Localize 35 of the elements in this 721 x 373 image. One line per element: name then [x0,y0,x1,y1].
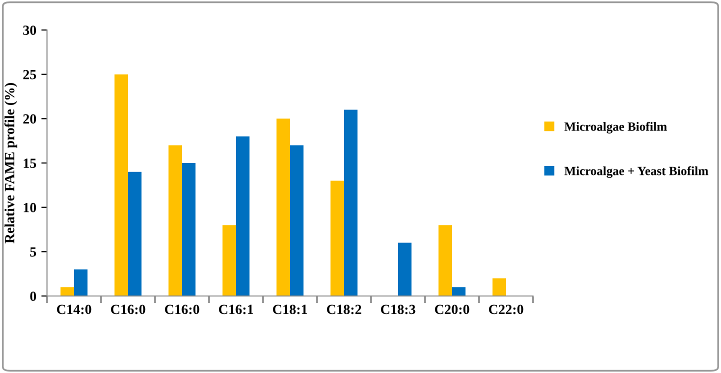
bar [128,172,142,296]
bar [168,145,182,296]
x-tick-label: C22:0 [488,304,524,314]
bar [290,145,304,296]
y-tick-label: 0 [30,292,36,301]
x-tick-label: C18:2 [326,304,362,314]
x-tick-label: C16:1 [218,304,254,314]
x-tick-label: C20:0 [434,304,470,314]
bar [114,74,128,296]
bar [438,225,452,296]
y-axis-title: Relative FAME profile (%) [4,83,18,244]
x-tick-label: C16:0 [110,304,146,314]
x-tick-label: C18:3 [380,304,416,314]
bar [222,225,236,296]
bar [330,180,344,296]
bar [398,242,412,296]
x-tick-label: C16:0 [164,304,200,314]
y-tick-label: 5 [30,247,36,257]
y-tick-label: 10 [24,202,36,212]
bar [74,269,88,296]
bar [276,118,290,296]
x-tick-label: C18:1 [272,304,308,314]
y-tick-label: 15 [24,158,36,168]
legend-label: Microalgae + Yeast Biofilm [564,166,708,178]
legend-label: Microalgae Biofilm [564,122,667,134]
bar [452,287,466,296]
bar [60,287,74,296]
y-tick-label: 20 [23,114,36,124]
bar [182,163,196,296]
bar [492,278,506,296]
x-tick-label: C14:0 [56,304,92,314]
y-tick-label: 25 [23,70,36,80]
y-tick-label: 30 [23,26,36,35]
bar [236,136,250,296]
bar [344,110,358,296]
